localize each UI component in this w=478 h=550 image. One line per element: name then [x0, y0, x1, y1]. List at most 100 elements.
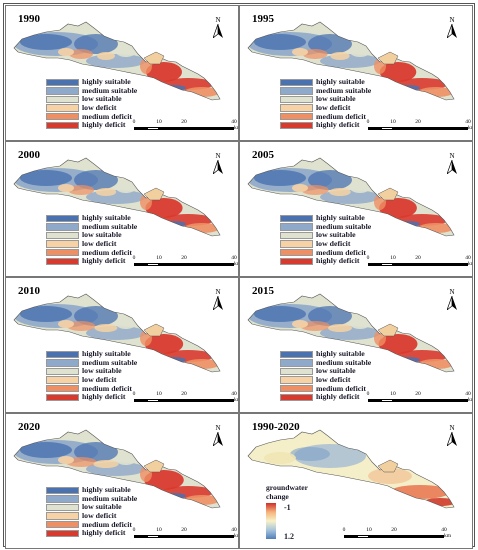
scale-tick: 20 [181, 391, 187, 397]
scale-tick: 0 [366, 255, 370, 261]
legend-swatch [280, 393, 313, 402]
color-ramp [266, 503, 276, 539]
legend-label: low deficit [316, 375, 351, 385]
scale-tick: 0 [342, 527, 346, 533]
scale-unit: km [234, 125, 238, 131]
legend-item: highly deficit [46, 529, 137, 538]
scale-segment [380, 399, 393, 402]
legend-item: highly deficit [46, 121, 137, 130]
legend-label: highly deficit [82, 256, 126, 266]
legend-label: medium deficit [316, 383, 367, 393]
legend-item: low deficit [280, 104, 371, 113]
reservoir-area [377, 459, 399, 473]
legend-label: highly deficit [316, 392, 360, 402]
scale-tick: 10 [156, 527, 162, 533]
legend-item: low deficit [280, 376, 371, 385]
legend-swatch [280, 376, 313, 384]
scale-segment [380, 263, 393, 266]
scale-unit: km [234, 397, 238, 403]
map-panel-2005: 2005 N highly suitable medium suitable low… [239, 141, 473, 277]
scale-tick: 10 [390, 391, 396, 397]
reservoir-area [143, 323, 165, 337]
north-arrow-icon [212, 431, 223, 448]
legend-item: medium deficit [280, 384, 371, 393]
legend-swatch [46, 112, 79, 121]
scale-tick: 40 [465, 119, 471, 125]
legend-label: low deficit [82, 103, 117, 113]
suitability-legend: highly suitable medium suitable low suitab… [46, 214, 137, 266]
legend-item: highly suitable [280, 78, 371, 87]
basin-map [247, 429, 455, 509]
legend-item: highly suitable [280, 214, 371, 223]
scale-tick: 20 [391, 527, 397, 533]
legend-swatch [280, 104, 313, 112]
legend-swatch [46, 512, 79, 520]
scale-segment [146, 399, 159, 402]
legend-item: highly deficit [280, 393, 371, 402]
legend-swatch [46, 367, 79, 376]
legend-label: highly deficit [82, 528, 126, 538]
legend-item: medium deficit [46, 384, 137, 393]
scale-unit: km [468, 397, 472, 403]
legend-swatch [280, 78, 313, 87]
scale-segment [134, 399, 147, 402]
north-arrow: N [210, 424, 226, 451]
scale-segment [418, 263, 468, 266]
suitability-legend: highly suitable medium suitable low suitab… [46, 350, 137, 402]
north-arrow-icon [212, 23, 223, 40]
legend-item: highly suitable [46, 214, 137, 223]
scale-unit: km [234, 533, 238, 539]
map-panel-1990: 1990 N highly suitable medium suitable low… [5, 5, 239, 141]
legend-title-line2: change [266, 491, 289, 501]
basin-map [13, 429, 221, 509]
scale-segment [368, 127, 381, 130]
scale-tick: 0 [366, 119, 370, 125]
scale-segment [418, 127, 468, 130]
legend-item: highly deficit [46, 393, 137, 402]
legend-item: low suitable [46, 503, 137, 512]
north-arrow-icon [212, 159, 223, 176]
legend-item: medium deficit [46, 520, 137, 529]
scale-tick: 0 [132, 391, 136, 397]
reservoir-area [377, 187, 399, 201]
legend-swatch [46, 350, 79, 359]
basin-map [247, 293, 455, 373]
map-panel-2015: 2015 N highly suitable medium suitable low… [239, 277, 473, 413]
panel-year-title: 2010 [18, 285, 40, 297]
scale-segment [418, 399, 468, 402]
legend-swatch [46, 240, 79, 248]
panel-year-title: 2005 [252, 149, 274, 161]
legend-swatch [46, 87, 79, 95]
legend-item: medium suitable [280, 222, 371, 232]
scale-tick: 40 [231, 391, 237, 397]
legend-label: low deficit [316, 103, 351, 113]
north-arrow-icon [446, 295, 457, 312]
north-arrow: N [210, 288, 226, 315]
legend-label: low suitable [82, 366, 122, 376]
north-arrow: N [444, 424, 460, 451]
legend-swatch [280, 350, 313, 359]
legend-swatch [46, 359, 79, 367]
ramp-min-label: 1.2 [284, 532, 294, 541]
legend-label: medium deficit [82, 111, 133, 121]
groundwater-change-legend: groundwater change -1 1.2 [266, 483, 308, 541]
legend-swatch [46, 257, 79, 266]
legend-swatch [46, 376, 79, 384]
north-arrow: N [444, 152, 460, 179]
scale-segment [184, 263, 234, 266]
legend-label: low suitable [82, 94, 122, 104]
legend-label: highly suitable [316, 213, 365, 223]
legend-label: medium deficit [316, 247, 367, 257]
scale-tick: 40 [231, 527, 237, 533]
legend-label: highly deficit [316, 256, 360, 266]
legend-swatch [46, 95, 79, 104]
map-panel-2010: 2010 N highly suitable medium suitable low… [5, 277, 239, 413]
scale-segment [159, 399, 184, 402]
scale-segment [184, 535, 234, 538]
reservoir-area [143, 51, 165, 65]
legend-item: low suitable [280, 367, 371, 376]
scale-segment [184, 127, 234, 130]
legend-label: low deficit [82, 375, 117, 385]
